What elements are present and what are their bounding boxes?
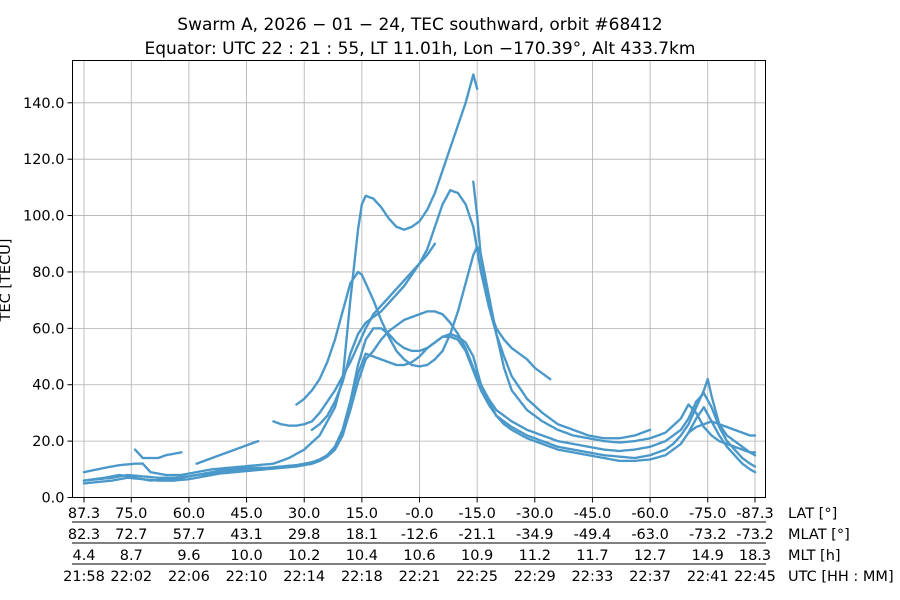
x-tick-label: 43.1	[230, 527, 262, 543]
series-pass-9	[195, 439, 260, 465]
data-point	[256, 439, 260, 443]
data-point	[753, 453, 757, 457]
x-tick-label: -15.0	[458, 506, 496, 522]
x-tick-label: -30.0	[516, 506, 554, 522]
x-tick-label: 22:41	[687, 569, 729, 585]
x-tick-label: -63.0	[631, 527, 669, 543]
y-axis: TEC [TECU] 0.0 20.0 40.0 60.0 80.0 100.0 120.0…	[0, 96, 73, 507]
y-tick-label: 40.0	[32, 378, 64, 394]
x-axis: 87.3 75.0 60.0 45.0 30.0 15.0 -0.0 -15.0 -30.0 -4…	[63, 497, 894, 585]
x-tick-label: 22:10	[226, 569, 268, 585]
chart-title: Swarm A, 2026 − 01 − 24, TEC southward, …	[145, 15, 696, 59]
y-tick-label: 100.0	[23, 209, 65, 225]
x-tick-label: 4.4	[72, 548, 95, 564]
x-tick-label: -75.0	[689, 506, 727, 522]
plot-frame	[72, 60, 766, 498]
x-tick-label: 10.2	[288, 548, 320, 564]
x-tick-label: -49.4	[574, 527, 612, 543]
x-tick-label: 22:37	[629, 569, 671, 585]
x-tick-label: 14.9	[692, 548, 724, 564]
x-tick-label: 18.1	[346, 527, 378, 543]
x-tick-label: 60.0	[173, 506, 205, 522]
x-tick-label: -73.2	[689, 527, 727, 543]
data-point	[753, 465, 757, 468]
x-tick-label: 22:33	[572, 569, 614, 585]
x-tick-label: 21:58	[63, 569, 105, 585]
y-tick-label: 120.0	[23, 152, 65, 168]
x-tick-label: 22:06	[168, 569, 210, 585]
series-pass-2	[82, 335, 757, 482]
x-tick-label: 10.6	[403, 548, 435, 564]
x-tick-label: -45.0	[574, 506, 612, 522]
x-tick-label: -60.0	[631, 506, 669, 522]
x-tick-label: 22:21	[399, 569, 441, 585]
x-tick-label: 22:02	[110, 569, 152, 585]
series-pass-7	[272, 242, 437, 427]
y-tick-label: 80.0	[32, 265, 64, 281]
x-tick-label: 15.0	[346, 506, 378, 522]
data-point	[548, 377, 552, 381]
y-axis-label: TEC [TECU]	[0, 239, 14, 323]
x-tick-label: 9.6	[177, 548, 200, 564]
x-row-label: UTC [HH : MM]	[788, 569, 894, 585]
x-tick-label: 57.7	[173, 527, 205, 543]
x-tick-label: 22:25	[456, 569, 498, 585]
x-row-label: LAT [°]	[788, 506, 837, 522]
x-tick-label: 75.0	[115, 506, 147, 522]
x-tick-label: 12.7	[634, 548, 666, 564]
x-tick-label: 87.3	[68, 506, 100, 522]
series-pass-11	[687, 420, 757, 437]
x-tick-label: 82.3	[68, 527, 100, 543]
x-tick-label: -34.9	[516, 527, 554, 543]
chart-title-line-2: Equator: UTC 22 : 21 : 55, LT 11.01h, Lo…	[145, 39, 696, 59]
x-tick-label: -0.0	[405, 506, 433, 522]
x-tick-label: 72.7	[115, 527, 147, 543]
x-tick-label: 29.8	[288, 527, 320, 543]
x-tick-label: 22:29	[514, 569, 556, 585]
series-pass-8	[472, 180, 552, 381]
x-row-label: MLAT [°]	[788, 527, 850, 543]
data-points	[82, 73, 757, 485]
data-point	[433, 242, 437, 246]
data-point	[753, 470, 757, 474]
x-tick-label: 30.0	[288, 506, 320, 522]
x-row-label: MLT [h]	[788, 548, 841, 564]
y-tick-label: 0.0	[41, 491, 64, 507]
x-tick-label: 10.9	[461, 548, 493, 564]
series-pass-4	[82, 327, 757, 482]
data-point	[648, 428, 652, 432]
chart-title-line-1: Swarm A, 2026 − 01 − 24, TEC southward, …	[177, 15, 662, 35]
data-point	[753, 451, 757, 454]
y-tick-label: 140.0	[23, 96, 65, 112]
x-tick-label: 10.4	[346, 548, 378, 564]
x-tick-label: 11.7	[576, 548, 608, 564]
data-point	[753, 434, 757, 437]
x-tick-label: 18.3	[739, 548, 771, 564]
x-tick-label: -21.1	[458, 527, 496, 543]
data-point	[475, 87, 479, 90]
x-tick-label: 45.0	[230, 506, 262, 522]
x-tick-label: 22:18	[341, 569, 383, 585]
x-tick-label: 22:45	[734, 569, 776, 585]
y-tick-label: 60.0	[32, 321, 64, 337]
x-tick-label: -12.6	[401, 527, 439, 543]
grid	[72, 60, 766, 498]
x-tick-label: -73.2	[736, 527, 774, 543]
data-point	[179, 451, 183, 454]
series-pass-1	[82, 73, 479, 477]
x-tick-label: 22:14	[283, 569, 325, 585]
y-tick-label: 20.0	[32, 434, 64, 450]
x-tick-label: 11.2	[519, 548, 551, 564]
x-tick-label: -87.3	[736, 506, 774, 522]
x-tick-label: 8.7	[120, 548, 143, 564]
x-tick-label: 10.0	[230, 548, 262, 564]
series-pass-10	[133, 448, 183, 460]
